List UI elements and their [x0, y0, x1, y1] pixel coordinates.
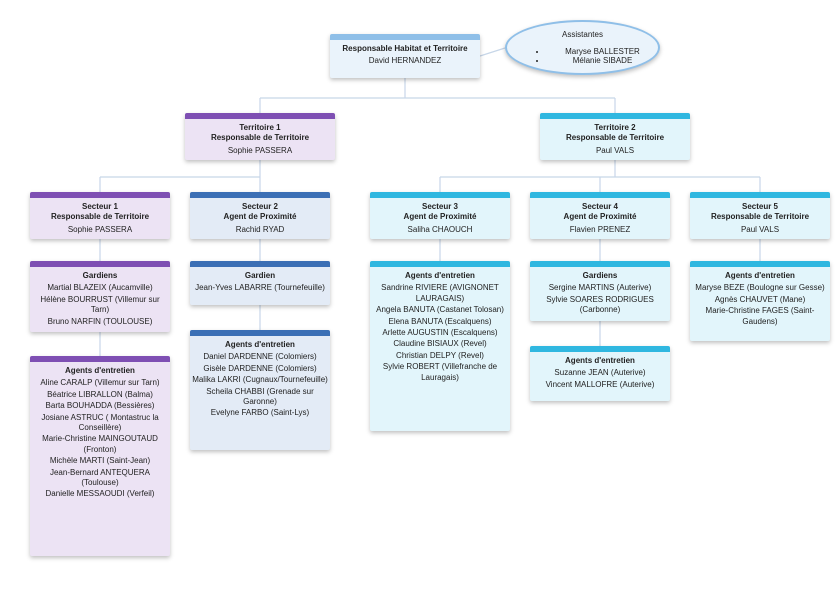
- sec3a-title: Agents d'entretien: [372, 271, 508, 281]
- terr2-title1: Territoire 2: [542, 123, 688, 133]
- sec4g-title: Gardiens: [532, 271, 668, 281]
- list-item: Elena BANUTA (Escalquens): [372, 317, 508, 327]
- territoire-1: Territoire 1Responsable de Territoire Sop…: [185, 113, 335, 160]
- sec4-t1: Secteur 4: [532, 202, 668, 212]
- list-item: Danielle MESSAOUDI (Verfeil): [32, 489, 168, 499]
- list-item: Hélène BOURRUST (Villemur sur Tarn): [32, 295, 168, 316]
- sec1a-list: Aline CARALP (Villemur sur Tarn) Béatrice…: [32, 378, 168, 499]
- terr2-name: Paul VALS: [542, 146, 688, 156]
- sec2-name: Rachid RYAD: [192, 225, 328, 235]
- list-item: Angela BANUTA (Castanet Tolosan): [372, 305, 508, 315]
- list-item: Michèle MARTI (Saint-Jean): [32, 456, 168, 466]
- territoire-2: Territoire 2Responsable de Territoire Pau…: [540, 113, 690, 160]
- list-item: Béatrice LIBRALLON (Balma): [32, 390, 168, 400]
- sec2-t2: Agent de Proximité: [192, 212, 328, 222]
- sec5a-title: Agents d'entretien: [692, 271, 828, 281]
- list-item: Suzanne JEAN (Auterive): [532, 368, 668, 378]
- list-item: Josiane ASTRUC ( Montastruc la Conseillè…: [32, 413, 168, 434]
- sec3a-list: Sandrine RIVIERE (AVIGNONET LAURAGAIS)An…: [372, 283, 508, 383]
- list-item: Sergine MARTINS (Auterive): [532, 283, 668, 293]
- secteur-2-agents-entretien: Agents d'entretien Daniel DARDENNE (Colom…: [190, 330, 330, 450]
- sec5a-list: Maryse BEZE (Boulogne sur Gesse) Agnès CH…: [692, 283, 828, 327]
- assistants-node: Assistantes Maryse BALLESTERMélanie SIBA…: [505, 20, 660, 75]
- list-item: Bruno NARFIN (TOULOUSE): [32, 317, 168, 327]
- list-item: Sylvie ROBERT (Villefranche de Lauragais…: [372, 362, 508, 383]
- list-item: Sylvie SOARES RODRIGUES (Carbonne): [532, 295, 668, 316]
- secteur-2: Secteur 2Agent de Proximité Rachid RYAD: [190, 192, 330, 239]
- list-item: Aline CARALP (Villemur sur Tarn): [32, 378, 168, 388]
- list-item: Gisèle DARDENNE (Colomiers): [192, 364, 328, 374]
- sec3-t2: Agent de Proximité: [372, 212, 508, 222]
- sec1g-list: Martial BLAZEIX (Aucamville) Hélène BOURR…: [32, 283, 168, 327]
- list-item: Claudine BISIAUX (Revel): [372, 339, 508, 349]
- sec5-t1: Secteur 5: [692, 202, 828, 212]
- list-item: Vincent MALLOFRE (Auterive): [532, 380, 668, 390]
- sec5-name: Paul VALS: [692, 225, 828, 235]
- list-item: Scheila CHABBI (Grenade sur Garonne): [192, 387, 328, 408]
- list-item: Martial BLAZEIX (Aucamville): [32, 283, 168, 293]
- sec2g-title: Gardien: [192, 271, 328, 281]
- assistants-list: Maryse BALLESTERMélanie SIBADE: [507, 47, 658, 65]
- sec2a-list: Daniel DARDENNE (Colomiers) Gisèle DARDEN…: [192, 352, 328, 418]
- secteur-4-agents-entretien: Agents d'entretien Suzanne JEAN (Auterive…: [530, 346, 670, 401]
- list-item: Jean-Yves LABARRE (Tournefeuille): [192, 283, 328, 293]
- sec1-t1: Secteur 1: [32, 202, 168, 212]
- sec4-t2: Agent de Proximité: [532, 212, 668, 222]
- list-item: Jean-Bernard ANTEQUERA (Toulouse): [32, 468, 168, 489]
- list-item: Sandrine RIVIERE (AVIGNONET LAURAGAIS): [372, 283, 508, 304]
- sec3-t1: Secteur 3: [372, 202, 508, 212]
- sec4-name: Flavien PRENEZ: [532, 225, 668, 235]
- secteur-1-gardiens: Gardiens Martial BLAZEIX (Aucamville) Hélè…: [30, 261, 170, 332]
- sec4a-list: Suzanne JEAN (Auterive) Vincent MALLOFRE …: [532, 368, 668, 390]
- list-item: Barta BOUHADDA (Bessières): [32, 401, 168, 411]
- list-item: Maryse BEZE (Boulogne sur Gesse): [692, 283, 828, 293]
- secteur-5-agents-entretien: Agents d'entretien Maryse BEZE (Boulogne …: [690, 261, 830, 341]
- secteur-2-gardien: Gardien Jean-Yves LABARRE (Tournefeuille): [190, 261, 330, 305]
- terr1-name: Sophie PASSERA: [187, 146, 333, 156]
- root-title: Responsable Habitat et Territoire: [332, 44, 478, 54]
- secteur-5: Secteur 5Responsable de Territoire Paul V…: [690, 192, 830, 239]
- sec4a-title: Agents d'entretien: [532, 356, 668, 366]
- list-item: Daniel DARDENNE (Colomiers): [192, 352, 328, 362]
- list-item: Mélanie SIBADE: [547, 56, 658, 65]
- list-item: Marie-Christine FAGES (Saint-Gaudens): [692, 306, 828, 327]
- list-item: Maryse BALLESTER: [547, 47, 658, 56]
- secteur-3-agents-entretien: Agents d'entretien Sandrine RIVIERE (AVIG…: [370, 261, 510, 431]
- secteur-4: Secteur 4Agent de Proximité Flavien PRENE…: [530, 192, 670, 239]
- secteur-1-agents-entretien: Agents d'entretien Aline CARALP (Villemur…: [30, 356, 170, 556]
- sec2-t1: Secteur 2: [192, 202, 328, 212]
- assistants-title: Assistantes: [507, 30, 658, 39]
- list-item: Marie-Christine MAINGOUTAUD (Fronton): [32, 434, 168, 455]
- list-item: Christian DELPY (Revel): [372, 351, 508, 361]
- sec2a-title: Agents d'entretien: [192, 340, 328, 350]
- sec5-t2: Responsable de Territoire: [692, 212, 828, 222]
- root-name: David HERNANDEZ: [332, 56, 478, 66]
- list-item: Agnès CHAUVET (Mane): [692, 295, 828, 305]
- root-node: Responsable Habitat et Territoire David H…: [330, 34, 480, 78]
- sec1-name: Sophie PASSERA: [32, 225, 168, 235]
- list-item: Evelyne FARBO (Saint-Lys): [192, 408, 328, 418]
- sec3-name: Saliha CHAOUCH: [372, 225, 508, 235]
- list-item: Malika LAKRI (Cugnaux/Tournefeuille): [192, 375, 328, 385]
- sec1-t2: Responsable de Territoire: [32, 212, 168, 222]
- sec4g-list: Sergine MARTINS (Auterive) Sylvie SOARES …: [532, 283, 668, 315]
- sec2g-list: Jean-Yves LABARRE (Tournefeuille): [192, 283, 328, 293]
- secteur-1: Secteur 1Responsable de Territoire Sophie…: [30, 192, 170, 239]
- terr2-title2: Responsable de Territoire: [542, 133, 688, 143]
- terr1-title1: Territoire 1: [187, 123, 333, 133]
- secteur-4-gardiens: Gardiens Sergine MARTINS (Auterive) Sylvie…: [530, 261, 670, 321]
- sec1a-title: Agents d'entretien: [32, 366, 168, 376]
- sec1g-title: Gardiens: [32, 271, 168, 281]
- list-item: Arlette AUGUSTIN (Escalquens): [372, 328, 508, 338]
- terr1-title2: Responsable de Territoire: [187, 133, 333, 143]
- secteur-3: Secteur 3Agent de Proximité Saliha CHAOUC…: [370, 192, 510, 239]
